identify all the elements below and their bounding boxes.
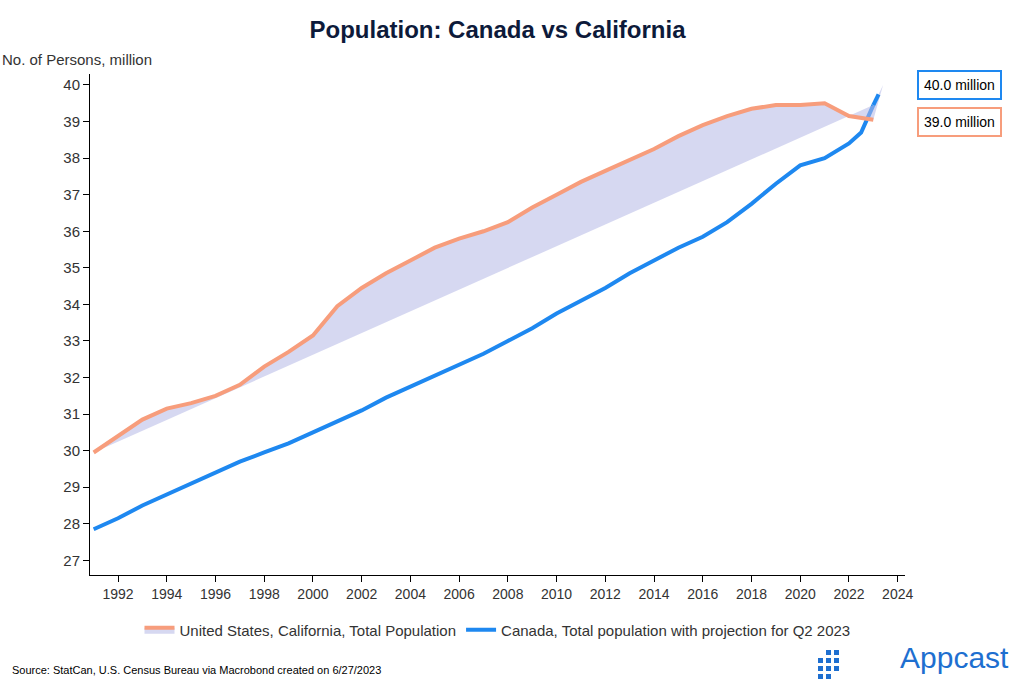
svg-text:35: 35	[63, 259, 80, 276]
svg-text:37: 37	[63, 186, 80, 203]
svg-text:2006: 2006	[444, 586, 475, 602]
svg-text:Source: StatCan, U.S. Census B: Source: StatCan, U.S. Census Bureau via …	[12, 664, 381, 676]
svg-text:2012: 2012	[590, 586, 621, 602]
svg-text:27: 27	[63, 552, 80, 569]
svg-text:2004: 2004	[395, 586, 426, 602]
svg-text:1998: 1998	[249, 586, 280, 602]
svg-text:1996: 1996	[200, 586, 231, 602]
svg-text:2022: 2022	[833, 586, 864, 602]
svg-text:31: 31	[63, 405, 80, 422]
svg-text:1992: 1992	[102, 586, 133, 602]
svg-text:39: 39	[63, 113, 80, 130]
svg-text:2002: 2002	[346, 586, 377, 602]
svg-text:2020: 2020	[785, 586, 816, 602]
svg-text:38: 38	[63, 149, 80, 166]
svg-text:32: 32	[63, 369, 80, 386]
svg-text:40: 40	[63, 76, 80, 93]
svg-text:1994: 1994	[151, 586, 182, 602]
svg-text:2010: 2010	[541, 586, 572, 602]
svg-text:34: 34	[63, 296, 80, 313]
svg-text:33: 33	[63, 332, 80, 349]
svg-text:28: 28	[63, 515, 80, 532]
svg-text:30: 30	[63, 442, 80, 459]
svg-text:United States, California, Tot: United States, California, Total Populat…	[180, 622, 457, 639]
svg-text:2000: 2000	[297, 586, 328, 602]
svg-text:No. of Persons, million: No. of Persons, million	[2, 51, 152, 68]
svg-text:39.0 million: 39.0 million	[924, 114, 995, 130]
svg-text:Population: Canada vs Californ: Population: Canada vs California	[309, 16, 686, 43]
svg-text:2008: 2008	[492, 586, 523, 602]
svg-text:2024: 2024	[882, 586, 913, 602]
svg-text:2018: 2018	[736, 586, 767, 602]
svg-text:Appcast: Appcast	[900, 641, 1009, 674]
svg-text:2016: 2016	[687, 586, 718, 602]
svg-text:40.0 million: 40.0 million	[924, 77, 995, 93]
svg-text:36: 36	[63, 223, 80, 240]
svg-text:Canada, Total population with: Canada, Total population with projection…	[501, 622, 850, 639]
svg-text:2014: 2014	[638, 586, 669, 602]
svg-text:29: 29	[63, 478, 80, 495]
